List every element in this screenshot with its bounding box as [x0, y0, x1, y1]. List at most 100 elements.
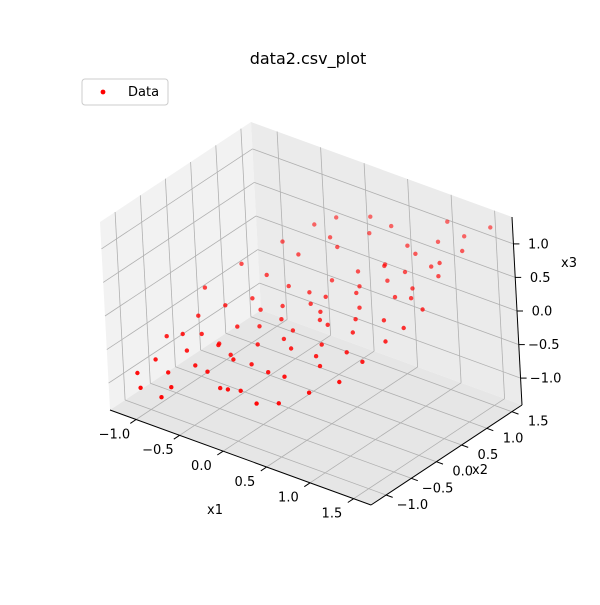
data-point: [368, 215, 372, 219]
x-tick-label: −1.0: [99, 427, 131, 442]
data-point: [153, 357, 157, 361]
data-point: [354, 291, 358, 295]
x-tick-mark: [217, 451, 223, 455]
data-point: [266, 370, 270, 374]
data-point: [356, 269, 360, 273]
data-point: [413, 252, 417, 256]
x-tick-mark: [130, 420, 136, 424]
data-point: [393, 295, 397, 299]
data-point: [328, 235, 332, 239]
data-point: [360, 360, 364, 364]
data-point: [335, 245, 339, 249]
data-point: [385, 279, 389, 283]
data-point: [226, 387, 230, 391]
data-point: [462, 234, 466, 238]
data-point: [277, 401, 281, 405]
data-point: [326, 323, 330, 327]
data-point: [382, 318, 386, 322]
data-point: [318, 318, 322, 322]
data-point: [357, 284, 361, 288]
data-point: [330, 278, 334, 282]
data-point: [254, 401, 258, 405]
data-point: [383, 262, 387, 266]
data-point: [357, 306, 361, 310]
data-point: [307, 290, 311, 294]
data-point: [409, 296, 413, 300]
data-point: [203, 285, 207, 289]
data-point: [181, 332, 185, 336]
y-tick-mark: [487, 428, 494, 430]
data-point: [460, 249, 464, 253]
data-point: [239, 262, 243, 266]
data-point: [280, 239, 284, 243]
data-point: [383, 339, 387, 343]
data-point: [318, 310, 322, 314]
data-point: [389, 224, 393, 228]
y-tick-mark: [512, 412, 519, 414]
z-tick-label: 0.0: [532, 305, 553, 320]
data-point: [436, 274, 440, 278]
data-point: [312, 222, 316, 226]
y-tick-mark: [436, 462, 443, 464]
x-tick-label: 0.0: [191, 459, 212, 474]
data-point: [169, 385, 173, 389]
data-point: [437, 261, 441, 265]
legend: Data: [82, 79, 168, 105]
x-tick-label: 1.5: [322, 507, 343, 522]
data-point: [249, 362, 253, 366]
data-point: [235, 324, 239, 328]
data-point: [367, 231, 371, 235]
y-axis-label: x2: [472, 463, 488, 478]
data-point: [345, 350, 349, 354]
data-point: [223, 303, 227, 307]
data-point: [159, 395, 163, 399]
y-tick-label: 1.0: [503, 431, 524, 446]
data-point: [257, 324, 261, 328]
x-tick-mark: [304, 483, 310, 487]
data-point: [239, 389, 243, 393]
legend-label: Data: [128, 85, 159, 100]
data-point: [314, 354, 318, 358]
data-point: [307, 391, 311, 395]
y-tick-label: 1.5: [528, 415, 549, 430]
data-point: [138, 386, 142, 390]
data-point: [282, 375, 286, 379]
data-point: [445, 220, 449, 224]
data-point: [488, 225, 492, 229]
data-point: [436, 240, 440, 244]
legend-marker: [101, 90, 106, 95]
data-point: [200, 332, 204, 336]
data-point: [291, 328, 295, 332]
x-tick-label: 1.0: [278, 491, 299, 506]
x-tick-label: −0.5: [142, 443, 174, 458]
z-tick-label: 1.0: [528, 237, 549, 252]
data-point: [402, 326, 406, 330]
data-point: [405, 244, 409, 248]
y-tick-mark: [462, 445, 469, 447]
z-tick-label: −1.0: [530, 372, 562, 387]
data-point: [351, 330, 355, 334]
data-point: [196, 314, 200, 318]
chart-title: data2.csv_plot: [250, 49, 367, 69]
data-point: [135, 371, 139, 375]
data-point: [229, 353, 233, 357]
y-tick-label: 0.5: [478, 448, 499, 463]
data-point: [250, 296, 254, 300]
data-point: [166, 370, 170, 374]
data-point: [324, 295, 328, 299]
data-point: [296, 252, 300, 256]
x-tick-label: 0.5: [235, 475, 256, 490]
data-point: [217, 341, 221, 345]
data-point: [165, 334, 169, 338]
data-point: [258, 308, 262, 312]
data-point: [280, 304, 284, 308]
data-point: [279, 317, 283, 321]
data-point: [334, 215, 338, 219]
z-tick-label: 0.5: [530, 271, 551, 286]
data-point: [429, 264, 433, 268]
data-point: [410, 286, 414, 290]
data-point: [185, 348, 189, 352]
data-point: [353, 317, 357, 321]
